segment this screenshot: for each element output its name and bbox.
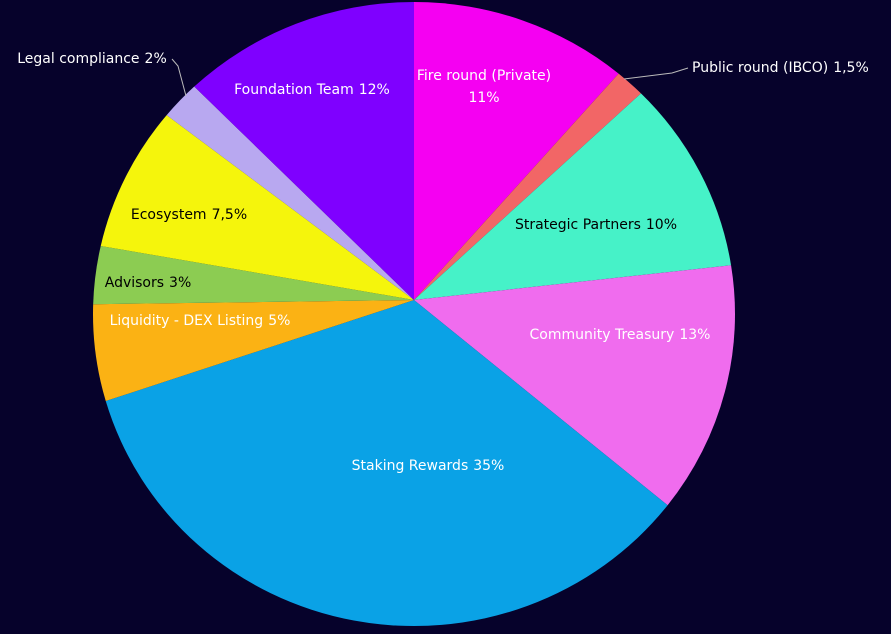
category-label: Community Treasury (530, 327, 675, 343)
value-label: 13% (679, 327, 710, 343)
slice-label: Fire round (Private) 11% (417, 68, 551, 106)
category-label: Strategic Partners (515, 217, 641, 233)
slice-label: Legal compliance 2% (17, 51, 167, 67)
pie-slice (93, 245, 415, 305)
pie-slice (100, 115, 415, 300)
category-label: Legal compliance (17, 51, 139, 67)
slice-label: Foundation Team 12% (234, 82, 390, 98)
slice-label: Strategic Partners 10% (515, 217, 677, 233)
category-label: Liquidity - DEX Listing (110, 313, 264, 329)
slice-label: Community Treasury 13% (530, 327, 711, 343)
value-label: 12% (359, 82, 390, 98)
slice-label: Ecosystem 7,5% (131, 207, 247, 223)
category-label: Ecosystem (131, 207, 207, 223)
value-label: 7,5% (212, 207, 248, 223)
value-label: 11% (468, 90, 499, 106)
value-label: 1,5% (833, 60, 869, 76)
pie-slice (414, 93, 732, 300)
leader-line (623, 67, 689, 80)
slice-label: Staking Rewards 35% (352, 458, 505, 474)
category-label: Foundation Team (234, 82, 354, 98)
pie-slice (414, 73, 641, 300)
pie-slice (194, 2, 414, 300)
leader-line (171, 58, 187, 97)
category-label: Staking Rewards (352, 458, 469, 474)
pie-slice (414, 265, 735, 506)
slice-label: Public round (IBCO) 1,5% (692, 60, 869, 76)
category-label: Fire round (Private) (417, 68, 551, 84)
pie-slice (414, 2, 619, 300)
value-label: 3% (169, 275, 191, 291)
category-label: Public round (IBCO) (692, 60, 828, 76)
pie-slice (105, 300, 668, 626)
pie-slice (166, 86, 414, 300)
slice-label: Liquidity - DEX Listing 5% (110, 313, 291, 329)
value-label: 2% (145, 51, 167, 67)
pie-slice (93, 300, 414, 402)
category-label: Advisors (105, 275, 164, 291)
slice-label: Advisors 3% (105, 275, 192, 291)
value-label: 10% (646, 217, 677, 233)
value-label: 5% (268, 313, 290, 329)
value-label: 35% (473, 458, 504, 474)
